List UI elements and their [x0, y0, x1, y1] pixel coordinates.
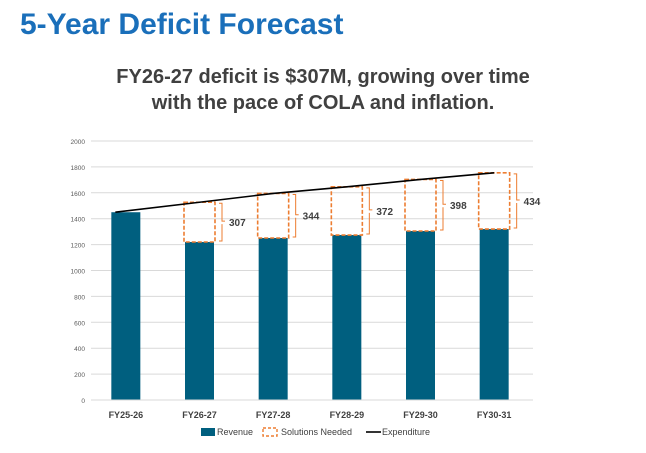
- y-tick-label: 2000: [71, 139, 86, 146]
- legend-revenue-swatch: [201, 428, 215, 436]
- y-tick-label: 1800: [71, 165, 86, 172]
- legend-solutions-label: Solutions Needed: [281, 427, 352, 437]
- solutions-needed-box: [477, 172, 511, 230]
- revenue-bar: [479, 229, 509, 400]
- x-tick-label: FY27-28: [256, 410, 291, 420]
- deficit-bracket: [513, 173, 520, 229]
- solutions-needed-box: [330, 186, 364, 236]
- subtitle-line-2: with the pace of COLA and inflation.: [151, 92, 495, 114]
- x-tick-label: FY30-31: [477, 410, 512, 420]
- deficit-bracket: [440, 179, 446, 231]
- x-tick-label: FY29-30: [403, 410, 438, 420]
- y-tick-label: 200: [74, 372, 85, 379]
- y-tick-label: 800: [74, 294, 85, 301]
- deficit-data-label: 344: [303, 212, 320, 223]
- y-tick-label: 1600: [71, 191, 86, 198]
- solutions-needed-box: [256, 192, 290, 239]
- y-tick-label: 400: [74, 346, 85, 353]
- subtitle-line-1: FY26-27 deficit is $307M, growing over t…: [116, 66, 530, 88]
- chart-subtitle: FY26-27 deficit is $307M, growing over t…: [0, 64, 646, 116]
- page-title: 5-Year Deficit Forecast: [20, 8, 344, 41]
- deficit-bracket: [366, 187, 373, 235]
- y-tick-label: 1200: [71, 243, 86, 250]
- y-tick-label: 600: [74, 320, 85, 327]
- expenditure-line: [115, 172, 495, 214]
- revenue-bar: [332, 235, 362, 400]
- legend-expenditure-label: Expenditure: [382, 427, 430, 437]
- revenue-bar: [111, 212, 141, 400]
- y-tick-label: 1400: [71, 217, 86, 224]
- solutions-needed-box: [183, 201, 216, 243]
- x-tick-label: FY26-27: [182, 410, 217, 420]
- deficit-data-label: 434: [524, 197, 541, 208]
- y-tick-label: 1000: [71, 269, 86, 276]
- deficit-bracket: [292, 193, 299, 238]
- deficit-data-label: 372: [376, 207, 393, 218]
- deficit-data-label: 398: [450, 201, 467, 212]
- y-tick-label: 0: [81, 398, 85, 405]
- legend-revenue-label: Revenue: [217, 427, 253, 437]
- revenue-bar: [406, 231, 435, 400]
- revenue-bar: [258, 237, 288, 400]
- solutions-needed-box: [404, 178, 437, 232]
- x-tick-label: FY28-29: [330, 410, 365, 420]
- legend-solutions-swatch: [262, 427, 278, 437]
- deficit-data-label: 307: [229, 218, 246, 229]
- x-tick-label: FY25-26: [109, 410, 144, 420]
- deficit-bracket: [219, 202, 225, 242]
- revenue-bar: [185, 242, 214, 400]
